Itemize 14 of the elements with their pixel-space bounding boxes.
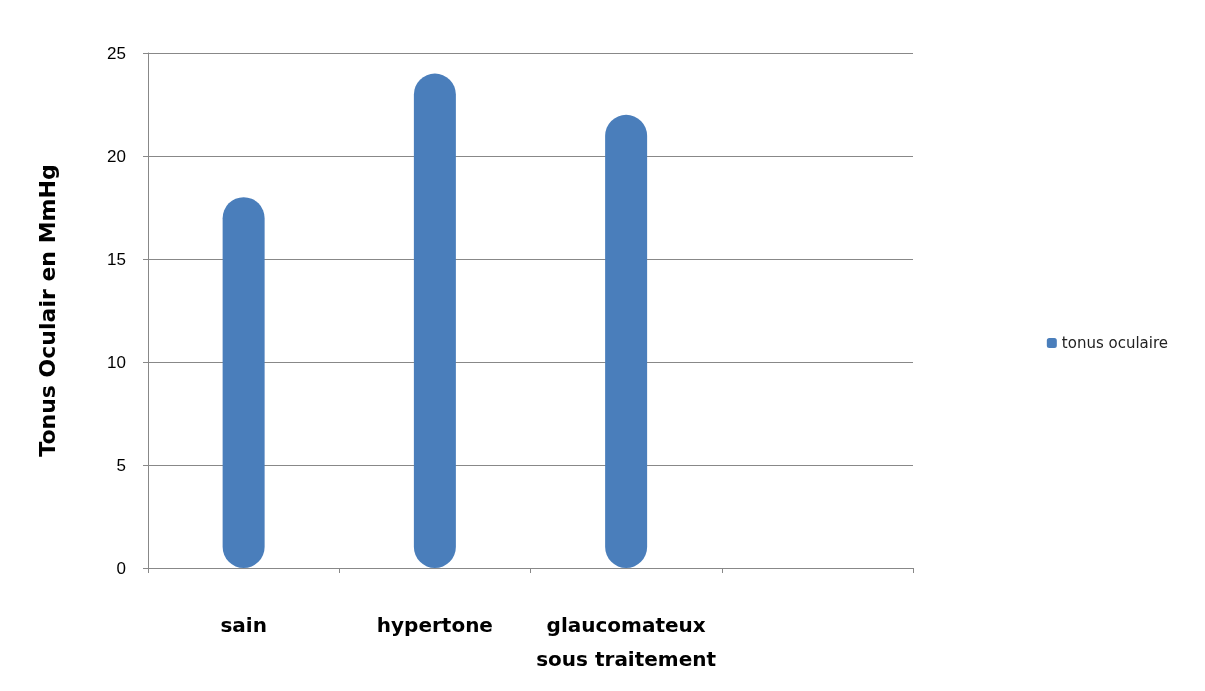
y-tick-label: 25 [107,43,126,63]
bar [605,114,648,568]
legend-label: tonus oculaire [1061,334,1169,352]
y-tick-label: 5 [116,455,126,475]
bar [222,197,265,568]
x-tick-label: glaucomateux sous traitement [536,613,717,671]
y-axis-title: Tonus Oculair en MmHg [34,164,60,457]
y-tick-label: 15 [107,249,126,269]
y-tick-label: 10 [107,352,126,372]
x-tick-label: hypertone [376,613,493,637]
y-tick-label: 20 [107,146,126,166]
bar [413,73,456,568]
x-tick-label: sain [220,613,267,637]
y-tick-label: 0 [116,558,126,578]
